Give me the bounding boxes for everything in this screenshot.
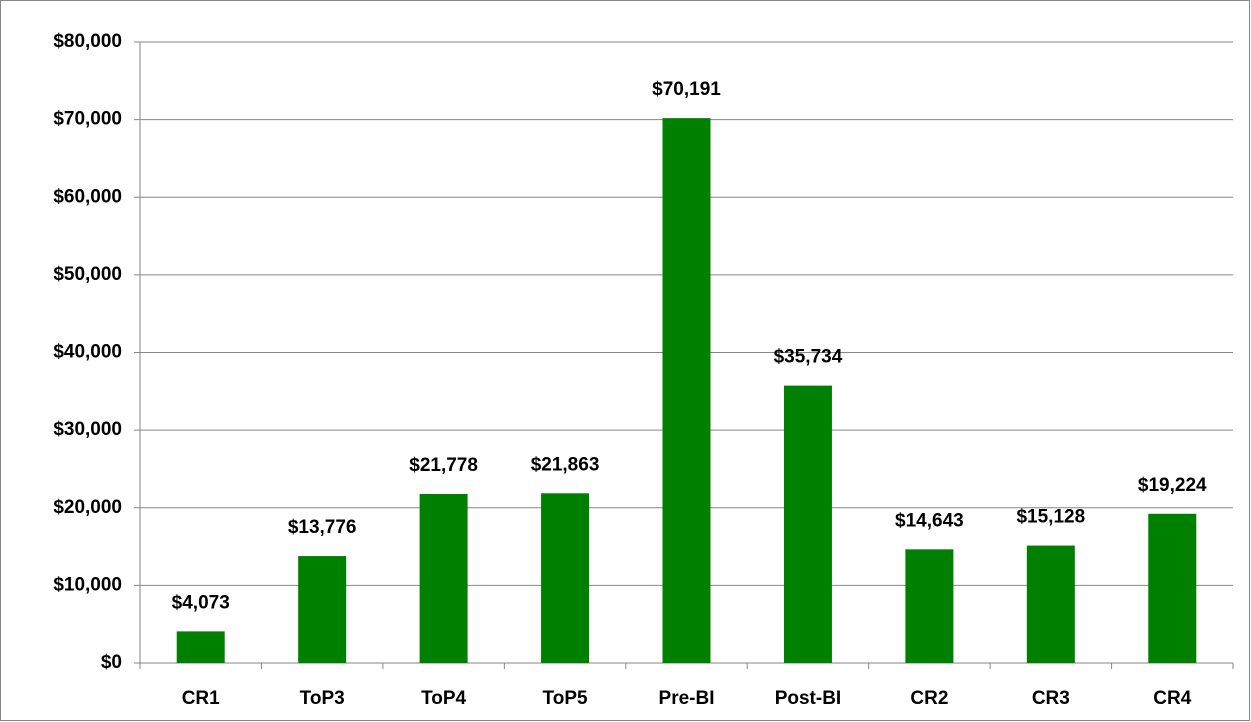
y-tick-label: $20,000 (53, 497, 122, 518)
y-tick-label: $10,000 (53, 574, 122, 595)
value-label: $14,643 (895, 510, 964, 531)
x-tick-label: CR3 (1032, 688, 1070, 709)
y-tick-label: $70,000 (53, 109, 122, 130)
x-tick-label: Post-BI (775, 688, 842, 709)
value-label: $4,073 (172, 592, 230, 613)
x-tick-label: CR1 (182, 688, 220, 709)
bar (298, 556, 347, 663)
value-label: $19,224 (1138, 475, 1207, 496)
x-tick-label: CR2 (910, 688, 948, 709)
value-label: $13,776 (288, 517, 357, 538)
value-label: $21,863 (531, 454, 600, 475)
value-label: $35,734 (774, 347, 843, 368)
bar (541, 493, 590, 663)
value-label: $70,191 (652, 79, 721, 100)
x-tick-label: CR4 (1153, 688, 1191, 709)
y-tick-label: $0 (101, 652, 122, 673)
y-tick-label: $30,000 (53, 419, 122, 440)
x-tick-label: ToP4 (421, 688, 466, 709)
y-tick-label: $80,000 (53, 31, 122, 52)
x-tick-label: ToP5 (543, 688, 588, 709)
bar (1026, 545, 1075, 663)
bar (783, 385, 832, 663)
bar (905, 549, 954, 663)
value-label: $15,128 (1016, 507, 1085, 528)
x-tick-label: ToP3 (300, 688, 345, 709)
y-tick-label: $60,000 (53, 186, 122, 207)
bar (419, 493, 468, 663)
x-tick-label: Pre-BI (659, 688, 715, 709)
bar (176, 631, 225, 663)
value-label: $21,778 (409, 455, 478, 476)
bar (1148, 513, 1197, 663)
y-tick-label: $40,000 (53, 342, 122, 363)
y-tick-label: $50,000 (53, 264, 122, 285)
bar (662, 118, 711, 664)
